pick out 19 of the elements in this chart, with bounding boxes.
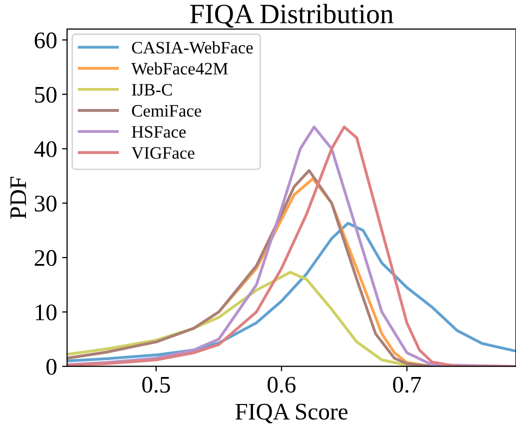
legend-label: WebFace42M xyxy=(131,62,228,75)
legend-label: HSFace xyxy=(132,126,186,138)
y-tick-label: 60 xyxy=(34,32,56,48)
legend-label: CASIA-WebFace xyxy=(132,41,253,54)
y-tick-label: 30 xyxy=(34,196,56,212)
x-tick-label: 0.5 xyxy=(142,376,170,393)
x-tick-label: 0.7 xyxy=(393,376,421,393)
legend-label: CemiFace xyxy=(132,105,202,117)
y-tick-label: 40 xyxy=(34,141,56,158)
y-axis-title: PDF xyxy=(10,176,26,219)
y-tick-label: 20 xyxy=(34,250,56,266)
y-tick-label: 50 xyxy=(35,86,56,103)
y-tick-label: 10 xyxy=(36,304,56,320)
legend-label: IJB-C xyxy=(132,84,172,96)
x-tick-label: 0.6 xyxy=(268,376,296,393)
chart-title: FIQA Distribution xyxy=(190,4,394,28)
y-tick-label: 0 xyxy=(46,358,56,375)
x-axis-title: FIQA Score xyxy=(235,404,348,424)
legend-label: VIGFace xyxy=(132,147,194,159)
